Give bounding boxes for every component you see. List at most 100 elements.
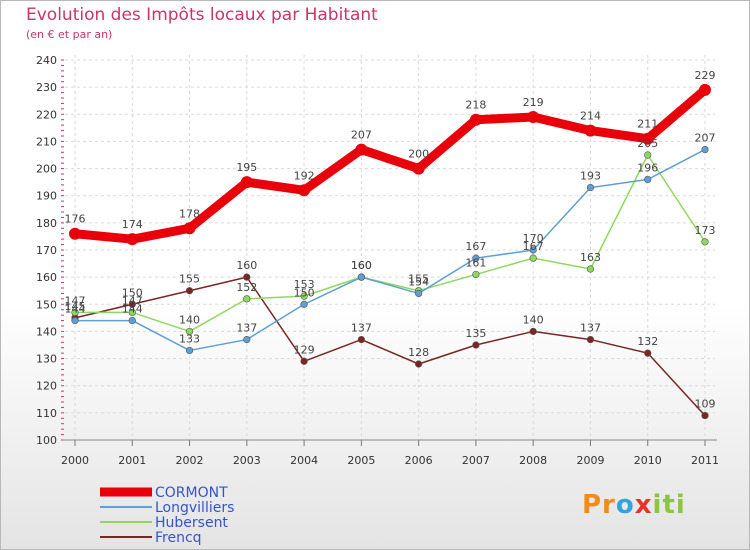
data-label: 160 [236, 259, 257, 272]
data-label: 150 [122, 286, 143, 299]
data-point [355, 143, 368, 156]
data-label: 140 [179, 313, 200, 326]
data-point [584, 124, 597, 137]
data-point [71, 308, 79, 317]
x-tick-label: 2003 [233, 454, 261, 467]
x-tick-label: 2006 [405, 454, 433, 467]
data-label: 155 [179, 273, 200, 286]
legend-label: CORMONT [155, 485, 228, 501]
data-label: 174 [122, 218, 143, 231]
series-line-longvilliers [74, 148, 706, 352]
x-tick-label: 2001 [118, 454, 146, 467]
data-point [357, 335, 365, 344]
data-label: 137 [580, 322, 601, 335]
data-label: 193 [580, 170, 601, 183]
data-point [128, 308, 136, 317]
data-point [529, 246, 537, 254]
y-tick-label: 240 [36, 54, 57, 67]
data-label: 219 [523, 96, 544, 109]
proxiti-logo: Proxiti [582, 490, 686, 520]
legend-label: Frencq [155, 530, 202, 546]
data-point [586, 335, 595, 344]
series-layer [69, 83, 711, 420]
x-tick-label: 2005 [347, 454, 375, 467]
data-point [644, 151, 652, 159]
y-tick-label: 160 [36, 271, 57, 284]
data-point [701, 238, 709, 246]
y-tick-label: 200 [36, 163, 57, 176]
data-label: 200 [408, 148, 429, 161]
data-label: 163 [580, 251, 601, 264]
data-point [529, 254, 537, 262]
legend-label: Longvilliers [155, 500, 234, 516]
x-tick-label: 2000 [61, 454, 89, 467]
y-tick-label: 220 [36, 108, 57, 121]
data-point [243, 273, 251, 281]
data-label: 144 [65, 303, 86, 316]
y-tick-label: 150 [36, 298, 57, 311]
data-point [586, 265, 595, 273]
data-label: 152 [236, 281, 257, 294]
data-point [644, 349, 652, 357]
data-label: 145 [65, 300, 86, 313]
data-point [128, 316, 136, 325]
data-label: 167 [523, 240, 544, 253]
y-tick-label: 180 [36, 217, 57, 230]
chart-title: Evolution des Impôts locaux par Habitant [26, 5, 378, 25]
data-point [586, 183, 595, 192]
data-point [71, 316, 79, 325]
grid-layer [65, 55, 715, 440]
data-label: 150 [294, 286, 315, 299]
x-tick-label: 2010 [634, 454, 662, 467]
x-tick-label: 2009 [576, 454, 604, 467]
y-tick-label: 110 [36, 407, 57, 420]
data-point [529, 327, 537, 336]
data-label: 137 [351, 322, 372, 335]
data-point [415, 360, 423, 368]
data-point [415, 289, 423, 298]
data-label: 160 [351, 259, 372, 272]
data-label: 137 [236, 322, 257, 335]
data-point [300, 300, 308, 308]
data-point [701, 145, 709, 154]
x-tick-label: 2007 [462, 454, 490, 467]
data-label: 153 [294, 278, 315, 291]
data-point [183, 222, 196, 235]
y-tick-label: 190 [36, 190, 57, 203]
data-point [472, 254, 480, 262]
legend-label: Hubersent [155, 515, 228, 531]
axis-layer: 100 110 120 130 140 150 160 170 180 190 200 210 220 2… [36, 54, 719, 467]
data-point [185, 327, 194, 336]
series-line-frencq [74, 276, 706, 417]
data-label: 147 [122, 294, 143, 307]
data-point [699, 83, 711, 96]
data-label: 160 [351, 259, 372, 272]
data-label: 167 [465, 240, 486, 253]
data-label: 195 [236, 161, 257, 174]
logo-part: o [615, 490, 635, 520]
data-label: 132 [637, 335, 658, 348]
data-point [69, 227, 81, 240]
y-tick-label: 230 [36, 81, 57, 94]
data-label: 155 [408, 273, 429, 286]
y-tick-label: 140 [36, 325, 57, 338]
data-label: 147 [65, 294, 86, 307]
chart-subtitle: (en € et par an) [26, 28, 113, 41]
y-tick-label: 210 [36, 135, 57, 148]
data-label: 109 [695, 398, 716, 411]
data-label: 154 [408, 275, 429, 288]
data-point [243, 295, 251, 303]
data-label: 214 [580, 110, 601, 123]
y-tick-label: 100 [36, 434, 57, 447]
data-point [128, 300, 136, 308]
data-point [472, 341, 480, 349]
data-label: 129 [294, 343, 315, 356]
data-label: 229 [695, 69, 716, 82]
data-label: 205 [637, 137, 658, 150]
data-label: 192 [294, 169, 315, 182]
data-label: 207 [351, 129, 372, 142]
data-point [357, 273, 365, 281]
data-label: 140 [523, 313, 544, 326]
